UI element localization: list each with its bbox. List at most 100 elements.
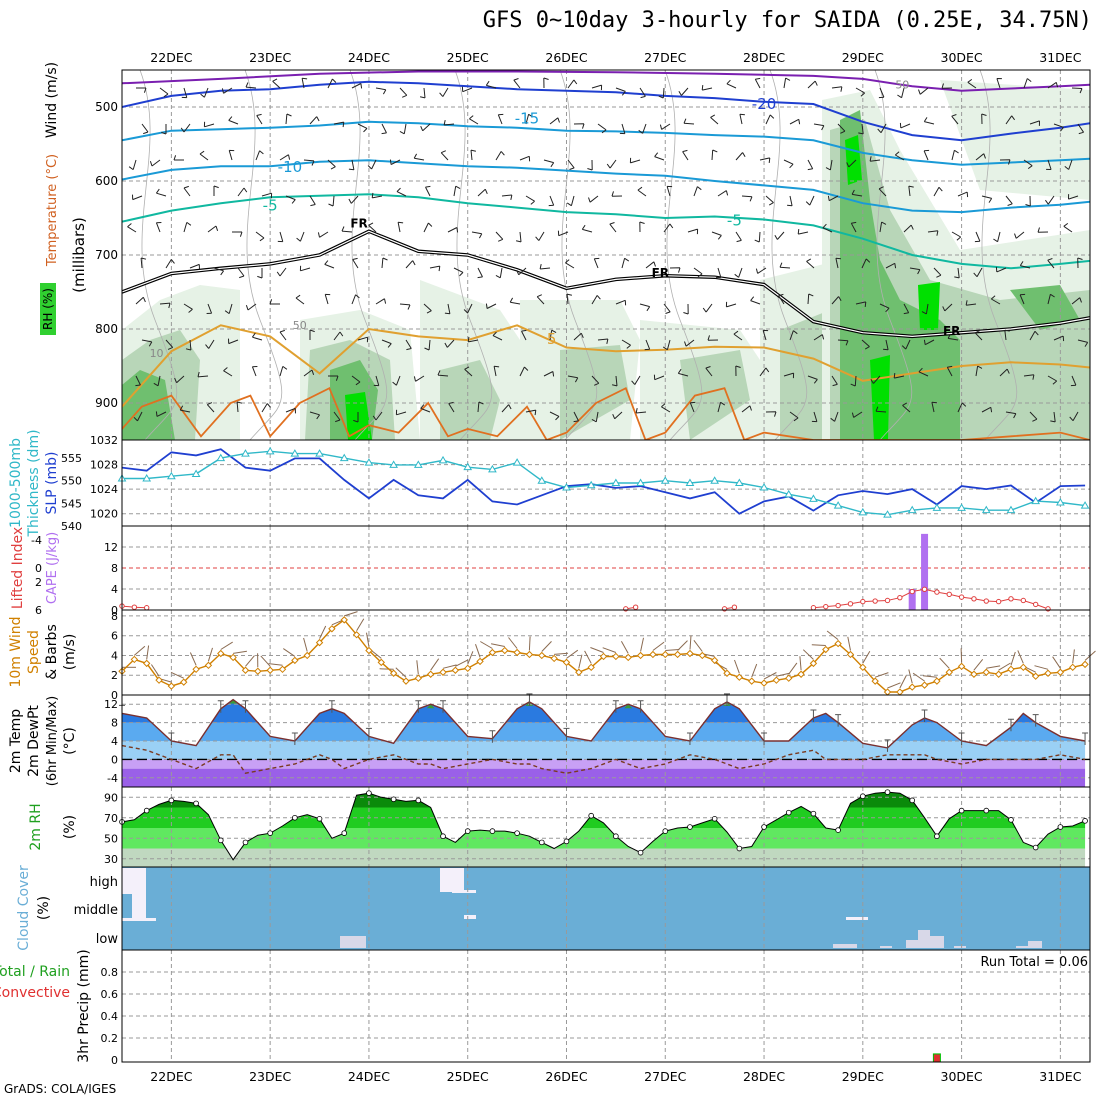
wind-barb <box>787 195 793 207</box>
wind-barb <box>682 149 689 161</box>
wind-speed-point <box>278 665 287 674</box>
wind-10m-label: & Barbs <box>44 624 60 680</box>
wind-barb-10m <box>734 659 740 674</box>
wind-barb <box>861 339 870 350</box>
temp-minmax-bar <box>637 700 644 713</box>
wind-barb <box>1053 123 1064 132</box>
li-point <box>131 604 138 610</box>
wind-barb <box>425 185 431 197</box>
wind-barb <box>855 87 866 97</box>
thickness-point <box>858 507 868 516</box>
wind-barb <box>967 78 977 89</box>
temp-minmax-bar <box>1032 714 1039 727</box>
temp-minmax-bar <box>563 727 570 741</box>
wind-barb <box>822 223 833 233</box>
wind-barb <box>206 402 215 413</box>
wind-barb-10m <box>416 660 419 675</box>
wind-barb <box>611 191 623 197</box>
wind-barb-10m <box>652 641 665 651</box>
wind-barb-10m <box>430 658 440 671</box>
wind-barb <box>879 221 887 233</box>
li-point <box>884 597 891 604</box>
wind-barb <box>689 401 696 413</box>
rh-shading <box>1010 285 1080 330</box>
li-point <box>731 604 738 610</box>
wind-barb <box>875 406 887 413</box>
wind-barb-10m <box>939 657 950 669</box>
wind-speed-point <box>389 669 398 677</box>
li-point <box>632 604 639 610</box>
wind-barb <box>461 86 473 93</box>
wind-barb <box>975 153 986 161</box>
wind-barb <box>135 375 141 387</box>
wind-barb-10m <box>665 649 680 651</box>
isotherm-line <box>122 193 1090 270</box>
wind-barb <box>471 231 483 239</box>
wind-barb <box>837 123 846 134</box>
wind-barb <box>908 185 914 197</box>
wind-speed-point <box>957 662 966 671</box>
wind-barb <box>429 265 441 272</box>
wind-barb <box>870 375 881 384</box>
wind-barb <box>181 87 188 99</box>
wind-speed-point <box>476 657 484 666</box>
precip-axis-label: 3hr Precip (mm) <box>76 949 92 1062</box>
li-point <box>909 588 915 595</box>
wind-barb <box>990 295 1001 305</box>
cape-tick-label: 4 <box>111 583 118 596</box>
wind-speed-point <box>1044 669 1052 677</box>
wind-barb <box>477 188 488 197</box>
x-tick-label-top: 27DEC <box>644 50 686 65</box>
wind-barb <box>440 150 449 161</box>
wind-barb <box>981 406 993 413</box>
rh-contour <box>664 70 703 440</box>
wind-barb <box>951 114 959 125</box>
wind-barb <box>333 411 341 423</box>
wind-speed-point <box>501 646 509 655</box>
x-tick-label-top: 28DEC <box>743 50 785 65</box>
wind-barb <box>159 87 169 98</box>
wind-barb-10m <box>541 641 552 652</box>
temp-band <box>122 768 1086 787</box>
wind-speed-point <box>673 650 682 659</box>
wind-barb <box>279 329 287 341</box>
thickness-point <box>488 464 497 473</box>
wind-barb-10m <box>146 645 150 660</box>
wind-barb <box>639 303 651 312</box>
wind-barb <box>933 267 942 278</box>
wind-barb <box>351 375 361 386</box>
x-tick-label-top: 29DEC <box>842 50 884 65</box>
thickness-point <box>265 446 275 455</box>
wind-barb <box>183 221 192 233</box>
wind-barb <box>424 339 431 351</box>
wind-barb <box>661 403 671 413</box>
x-tick-label-bottom: 22DEC <box>150 1069 192 1084</box>
thickness-point <box>932 503 942 511</box>
wind-barb <box>485 303 497 309</box>
thickness-point <box>957 503 966 511</box>
wind-barb-10m <box>887 682 901 689</box>
thickness-point <box>463 462 473 471</box>
wind-barb <box>232 231 243 237</box>
li-tick-label: -4 <box>31 534 42 547</box>
wind-barb <box>203 121 215 128</box>
rh-point <box>785 809 792 816</box>
wind-barb <box>1070 375 1077 387</box>
cape-tick-label: 0 <box>111 604 118 617</box>
wind-barb <box>593 257 600 269</box>
slp-line <box>122 448 1086 515</box>
slp-tick-label: 1028 <box>90 459 118 472</box>
wind-barb <box>543 159 555 168</box>
rh-point <box>687 824 693 830</box>
wind-barb <box>525 409 537 416</box>
li-tick-label: 6 <box>35 604 42 617</box>
temp-minmax-bar <box>958 732 965 745</box>
wind-speed-point <box>538 651 546 660</box>
wind-barb <box>536 294 545 305</box>
thickness-tick-label: 550 <box>61 475 82 488</box>
wind-barb <box>639 221 645 233</box>
wind-barb <box>996 78 1002 89</box>
cloud-block <box>930 936 944 948</box>
rh-shading <box>840 110 960 440</box>
li-point <box>860 598 866 605</box>
